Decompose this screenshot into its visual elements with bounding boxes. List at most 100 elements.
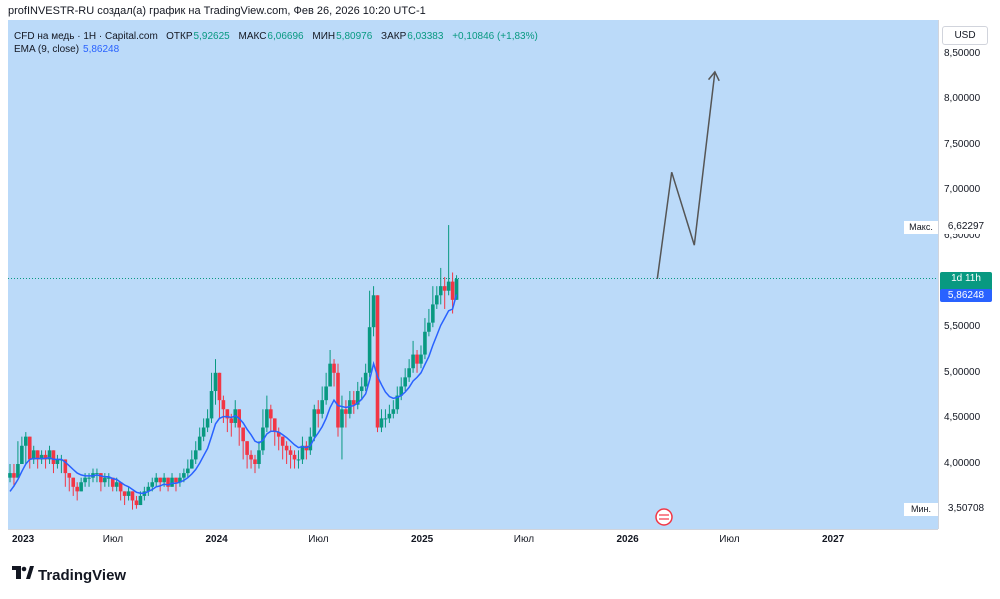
time-tick-label: 2024: [205, 534, 228, 545]
chart-header: profINVESTR-RU создал(а) график на Tradi…: [8, 5, 426, 17]
time-tick-label: 2027: [822, 534, 845, 545]
price-tick-label: 7,50000: [944, 138, 981, 150]
legend-low-label: МИН: [312, 31, 336, 42]
legend-high: 6,06696: [267, 31, 304, 42]
candle-body: [158, 477, 162, 483]
candle-body: [257, 450, 261, 464]
candle-body: [67, 473, 72, 478]
projection-arrowhead: [707, 70, 720, 82]
candle-body: [134, 500, 139, 506]
ema-price-tag: 5,86248: [940, 289, 992, 302]
candle-body: [316, 409, 321, 414]
plot-area[interactable]: [8, 20, 938, 529]
candle-body: [27, 436, 32, 460]
candle-body: [383, 418, 388, 420]
candle-body: [438, 286, 443, 296]
candle-body: [12, 473, 16, 478]
price-tick-label: 4,00000: [944, 458, 981, 469]
candle-body: [344, 409, 348, 414]
candle-body: [209, 391, 214, 419]
currency-button[interactable]: USD: [942, 26, 988, 45]
candle-body: [24, 436, 28, 446]
candle-body: [63, 459, 68, 474]
candle-body: [280, 436, 285, 446]
candle-body: [103, 477, 107, 483]
candle-body: [150, 482, 155, 487]
candle-body: [55, 459, 60, 464]
tradingview-logo-icon: [12, 566, 34, 584]
candle-body: [87, 477, 91, 479]
candle-body: [265, 409, 269, 428]
candle-body: [20, 445, 24, 464]
tradingview-brand: TradingView: [38, 566, 127, 584]
legend-high-label: МАКС: [238, 31, 267, 42]
candle-body: [126, 491, 131, 496]
price-tick-label: 8,00000: [944, 93, 981, 105]
candle-body: [249, 454, 253, 460]
candle-body: [411, 354, 415, 369]
time-tick-label: 2023: [12, 534, 35, 545]
candle-body: [419, 354, 423, 364]
candle-body: [35, 450, 40, 460]
candle-body: [371, 295, 376, 328]
candle-body: [446, 281, 451, 291]
candle-body: [154, 477, 159, 483]
candle-body: [170, 477, 174, 487]
price-tick-label: 5,00000: [944, 366, 981, 378]
candle-body: [75, 486, 79, 492]
min-value-tag: 3,50708: [940, 501, 992, 516]
candle-body: [269, 409, 273, 419]
candle-body: [352, 400, 356, 405]
price-tick-label: 5,50000: [944, 321, 981, 333]
legend-ema-row[interactable]: EMA (9, close) 5,86248: [14, 43, 538, 56]
candle-body: [146, 486, 151, 492]
candle-body: [213, 372, 218, 392]
candle-body: [16, 464, 20, 478]
candle-body: [272, 418, 277, 433]
candle-body: [328, 363, 332, 387]
time-tick-label: Июл: [513, 534, 535, 545]
min-label: Мин.: [904, 503, 938, 516]
candle-body: [225, 409, 230, 419]
candle-body: [178, 477, 182, 483]
candle-body: [130, 491, 135, 501]
candle-body: [193, 450, 198, 460]
candle-body: [51, 450, 56, 464]
countdown-label: 1d 11h: [951, 273, 981, 284]
candle-body: [288, 450, 293, 455]
candle-body: [241, 427, 245, 442]
candle-body: [229, 418, 234, 423]
projection-line: [656, 71, 716, 280]
candle-body: [431, 304, 435, 323]
candle-body: [95, 473, 99, 475]
candle-body: [336, 372, 340, 428]
candle-body: [197, 436, 202, 451]
legend-open-label: ОТКР: [166, 31, 193, 42]
candle-body: [83, 477, 87, 483]
candle-body: [110, 477, 115, 487]
candle-body: [355, 391, 360, 405]
candle-body: [71, 477, 76, 487]
legend-ema-label: EMA (9, close): [14, 44, 80, 55]
candle-body: [31, 450, 36, 460]
candle-body: [399, 386, 404, 396]
candle-body: [106, 477, 111, 479]
candle-body: [182, 473, 186, 478]
candle-body: [43, 454, 48, 460]
legend-close-label: ЗАКР: [381, 31, 407, 42]
tradingview-logo[interactable]: TradingView: [12, 566, 126, 584]
legend-low: 5,80976: [336, 31, 373, 42]
candle-body: [253, 459, 257, 464]
time-tick-label: 2026: [616, 534, 639, 545]
candle-body: [387, 413, 392, 419]
candle-body: [442, 286, 447, 291]
time-axis[interactable]: [8, 529, 938, 550]
candle-body: [423, 331, 427, 355]
legend-symbol[interactable]: CFD на медь · 1H · Capital.com: [14, 31, 158, 42]
candle-body: [454, 278, 459, 300]
candle-body: [186, 468, 190, 474]
candle-body: [434, 295, 439, 305]
candle-body: [415, 354, 419, 364]
candle-body: [47, 450, 52, 460]
